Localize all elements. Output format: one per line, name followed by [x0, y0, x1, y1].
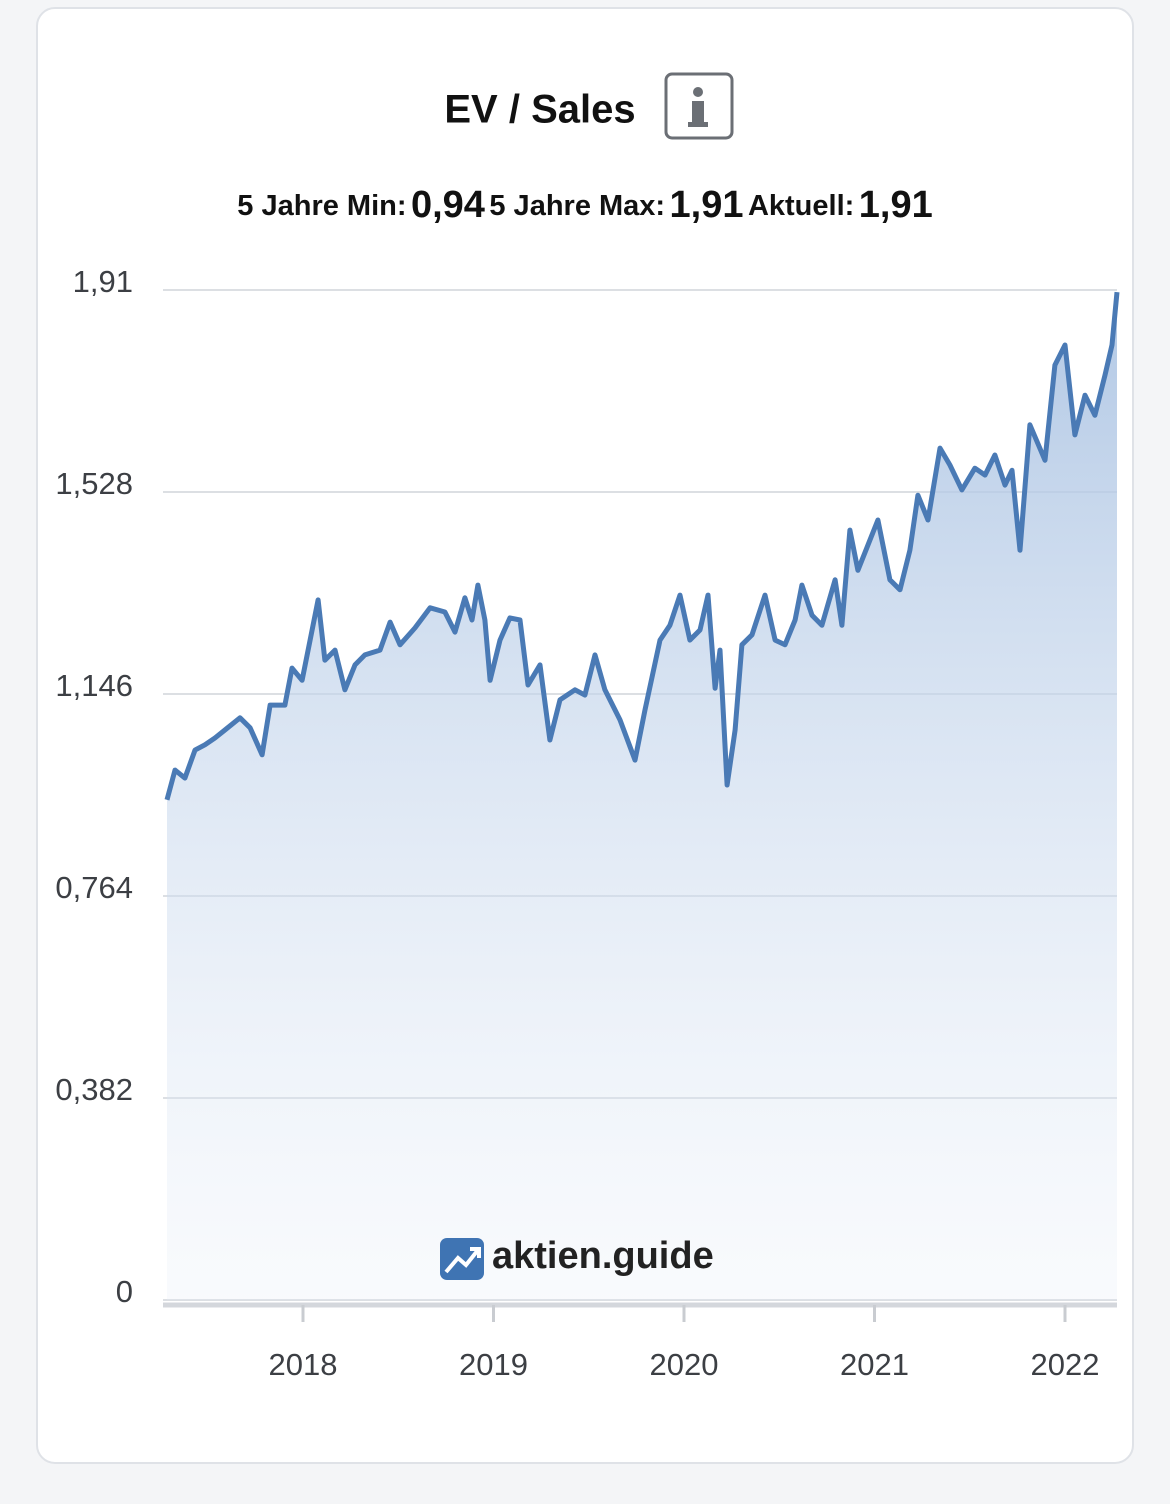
area	[167, 292, 1117, 1301]
y-tick-label: 1,91	[73, 264, 133, 299]
x-tick-label: 2021	[840, 1347, 909, 1382]
watermark: aktien.guide	[492, 1235, 714, 1277]
watermark-logo	[440, 1238, 484, 1280]
stat-label: 5 Jahre Min:	[237, 190, 406, 222]
info-button[interactable]	[664, 72, 734, 140]
plot: 0 0,382 0,764 1,146 1,528 1,91 2018 2019 2020 202…	[55, 264, 1120, 1382]
stats-line: 5 Jahre Min: 0,94 5 Jahre Max: 1,91 Aktu…	[237, 184, 932, 226]
line	[164, 291, 1120, 801]
stat-label: Aktuell:	[748, 190, 854, 222]
x-tick-label: 2020	[650, 1347, 719, 1382]
y-tick-label: 0	[116, 1274, 133, 1309]
y-tick-label: 1,528	[55, 466, 133, 501]
y-tick-label: 0,382	[55, 1072, 133, 1107]
y-tick-label: 0,764	[55, 870, 133, 905]
x-tick-label: 2022	[1031, 1347, 1100, 1382]
stat-value: 1,91	[859, 184, 933, 226]
chart-title: EV / Sales	[444, 88, 635, 132]
stat-value: 0,94	[411, 184, 485, 226]
stat-value: 1,91	[670, 184, 744, 226]
y-tick-label: 1,146	[55, 668, 133, 703]
stat-label: 5 Jahre Max:	[489, 190, 665, 222]
x-tick-label: 2019	[459, 1347, 528, 1382]
x-tick-label: 2018	[269, 1347, 338, 1382]
